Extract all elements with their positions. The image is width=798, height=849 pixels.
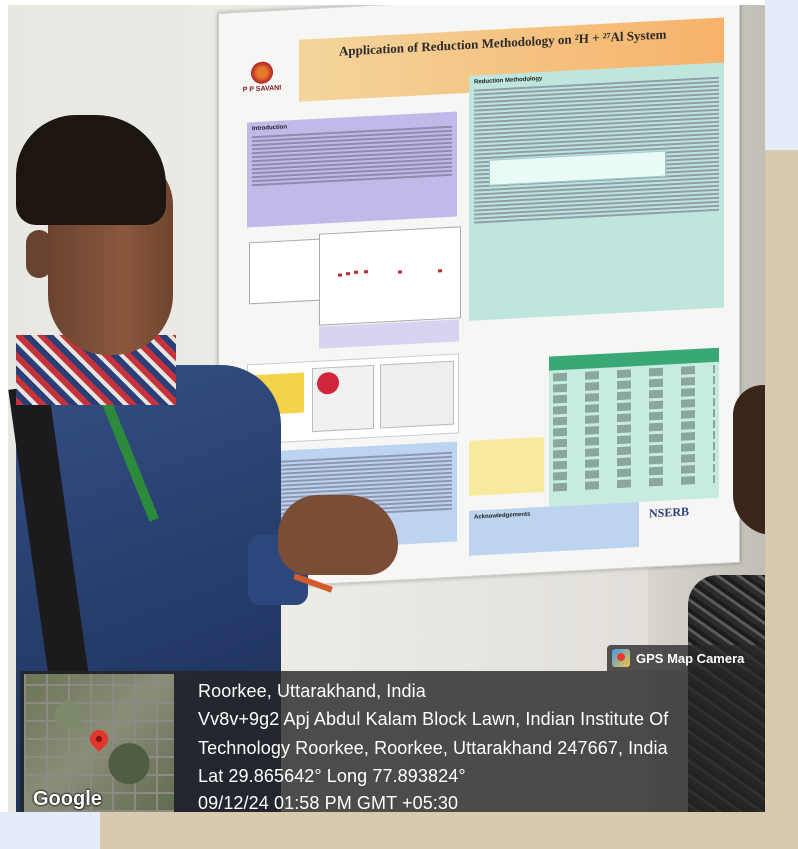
- plot-point: [338, 273, 342, 277]
- listener-head: [733, 385, 765, 535]
- poster-method-section: Reduction Methodology: [469, 62, 724, 321]
- gps-address-line-1: Vv8v+9g2 Apj Abdul Kalam Block Lawn, Ind…: [198, 709, 669, 729]
- presenter-hand: [278, 495, 398, 575]
- gps-camera-icon: [612, 649, 630, 667]
- presenter-ear: [26, 230, 52, 278]
- poster-acknowledgements: Acknowledgements: [469, 501, 639, 556]
- gps-badge-label: GPS Map Camera: [636, 650, 745, 666]
- gps-city: Roorkee, Uttarakhand, India: [198, 681, 426, 701]
- method-text-lines: [469, 76, 724, 224]
- logo-mark-icon: [251, 61, 273, 85]
- poster-data-table: [549, 347, 719, 507]
- background-blue-panel: [0, 812, 100, 849]
- poster-plot: [319, 226, 461, 326]
- poster-image-paper: [380, 360, 454, 429]
- poster-intro-section: Introduction: [247, 111, 457, 228]
- intro-text-lines: [247, 125, 457, 187]
- gps-coordinates: Lat 29.865642° Long 77.893824°: [198, 766, 466, 786]
- plot-point: [346, 272, 350, 276]
- gps-address-line-2: Technology Roorkee, Roorkee, Uttarakhand…: [198, 738, 668, 758]
- epj-logo-icon: [317, 371, 339, 395]
- university-logo: P P SAVANI: [237, 60, 287, 113]
- map-watermark: Google: [33, 788, 102, 810]
- poster-image-logo: [312, 364, 374, 433]
- table-note: [469, 436, 544, 496]
- plot-point: [354, 270, 358, 274]
- background-blue-panel-top: [765, 0, 798, 150]
- photo: P P SAVANI Application of Reduction Meth…: [8, 5, 765, 812]
- sponsor-logo: NSERB: [649, 504, 690, 521]
- poster-title: Application of Reduction Methodology on …: [339, 26, 667, 59]
- plot-point: [364, 270, 368, 274]
- plot-point: [438, 269, 442, 273]
- plot-point: [398, 270, 402, 274]
- gps-camera-badge: GPS Map Camera: [607, 645, 765, 671]
- poster-small-table: [249, 238, 321, 305]
- presenter-hair: [16, 115, 166, 225]
- logo-text: P P SAVANI: [242, 84, 282, 94]
- gps-timestamp: 09/12/24 01:58 PM GMT +05:30: [198, 793, 459, 813]
